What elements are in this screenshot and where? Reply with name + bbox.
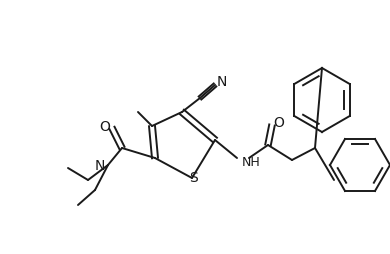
Text: N: N: [217, 75, 227, 89]
Text: N: N: [95, 159, 105, 173]
Text: O: O: [273, 116, 284, 130]
Text: NH: NH: [242, 156, 261, 169]
Text: O: O: [99, 120, 110, 134]
Text: S: S: [189, 171, 197, 185]
